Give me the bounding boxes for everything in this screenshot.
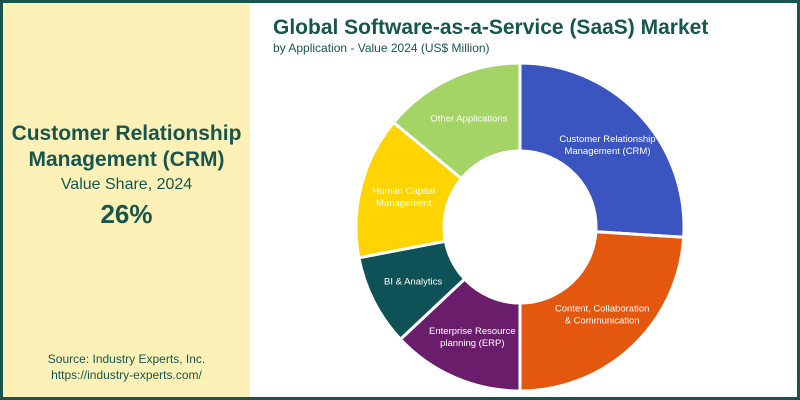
source-url: https://industry-experts.com/ <box>51 368 202 382</box>
slice-label: Customer Relationship Management (CRM) <box>559 134 655 157</box>
slice-label-line: Customer Relationship <box>559 134 655 145</box>
slice-label-line: & Communication <box>565 315 640 326</box>
slice-label: BI & Analytics <box>384 276 442 287</box>
kpi-value: 26% <box>100 199 153 229</box>
donut-slice <box>391 61 522 181</box>
donut-slice <box>518 230 686 393</box>
source-note: Source: Industry Experts, Inc. https://i… <box>3 351 250 383</box>
kpi-subtitle: Value Share, 2024 <box>60 176 193 193</box>
slice-label-line: Management (CRM) <box>564 146 650 157</box>
slice-label: Human Capital Management <box>372 186 435 209</box>
slice-label-line: Management <box>376 198 432 209</box>
slice-label-line: Other Applications <box>430 113 507 124</box>
kpi-panel: Customer Relationship Management (CRM) V… <box>3 3 250 397</box>
donut-slice <box>518 61 686 239</box>
slice-label-line: Enterprise Resource <box>429 326 516 337</box>
slice-label-line: planning (ERP) <box>440 338 504 349</box>
chart-subtitle: by Application - Value 2024 (US$ Million… <box>273 41 490 55</box>
kpi-title: Customer Relationship Management (CRM) <box>3 121 250 173</box>
slice-label-line: BI & Analytics <box>384 276 442 287</box>
kpi-title-line1: Customer Relationship <box>11 122 242 145</box>
slice-label-line: Content, Collaboration <box>555 303 650 314</box>
donut-chart: Customer Relationship Management (CRM) Con… <box>354 61 686 393</box>
slice-label-line: Human Capital <box>372 186 435 197</box>
slice-label: Content, Collaboration & Communication <box>555 303 650 326</box>
source-line: Source: Industry Experts, Inc. <box>47 352 206 366</box>
chart-title: Global Software-as-a-Service (SaaS) Mark… <box>273 16 709 39</box>
kpi-title-line2: Management (CRM) <box>28 148 225 171</box>
slice-label: Other Applications <box>430 113 507 124</box>
slice-label: Enterprise Resource planning (ERP) <box>429 326 516 349</box>
